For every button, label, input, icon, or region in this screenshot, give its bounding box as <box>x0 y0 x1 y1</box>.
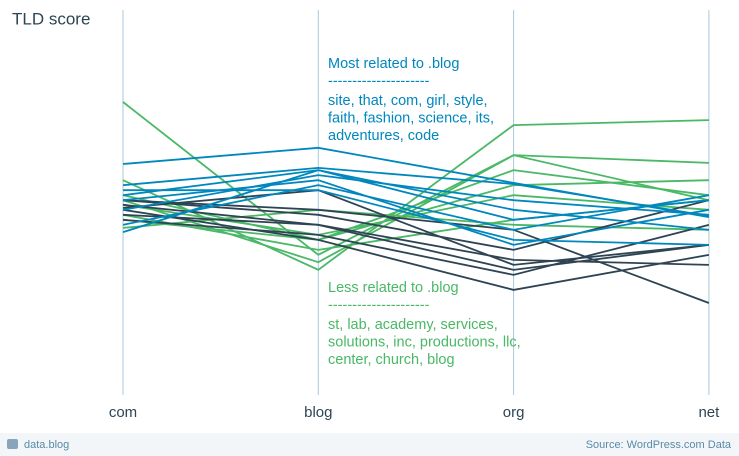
series-line <box>122 208 710 291</box>
series-line <box>122 218 710 276</box>
annotation-text: --------------------- <box>328 73 430 89</box>
series-line <box>122 213 709 266</box>
chart: TLD score com blog org net Most related to .… <box>12 9 720 421</box>
chart-title: TLD score <box>12 9 90 28</box>
series-line <box>122 169 709 234</box>
annotation-text: st, lab, academy, services, <box>328 317 498 333</box>
logo-icon <box>7 439 18 449</box>
annotation-text: --------------------- <box>328 297 430 313</box>
annotation-text: Most related to .blog <box>328 56 459 72</box>
series-line <box>122 174 709 216</box>
series-line <box>122 154 709 264</box>
axis-label: net <box>698 404 720 421</box>
series-line <box>122 166 710 217</box>
series-line <box>122 184 710 231</box>
annotation-text: solutions, inc, productions, llc, <box>328 334 521 350</box>
axis-label: com <box>109 404 137 421</box>
series-line <box>122 169 709 231</box>
annotation-text: adventures, code <box>328 128 439 144</box>
axis-label: org <box>503 404 525 421</box>
axis-label: blog <box>304 404 332 421</box>
footer-source: Source: WordPress.com Data <box>585 439 731 451</box>
annotation-text: site, that, com, girl, style, <box>328 93 488 109</box>
series-line <box>122 199 710 251</box>
series-line <box>123 189 709 246</box>
footer-brand[interactable]: data.blog <box>24 439 70 451</box>
annotation-text: faith, fashion, science, its, <box>328 110 494 126</box>
annotation-text: center, church, blog <box>328 352 455 368</box>
annotation-text: Less related to .blog <box>328 280 459 296</box>
series-line <box>122 169 710 241</box>
series-line <box>122 203 710 271</box>
footer: data.blog Source: WordPress.com Data <box>0 433 739 456</box>
series-line <box>122 189 709 266</box>
